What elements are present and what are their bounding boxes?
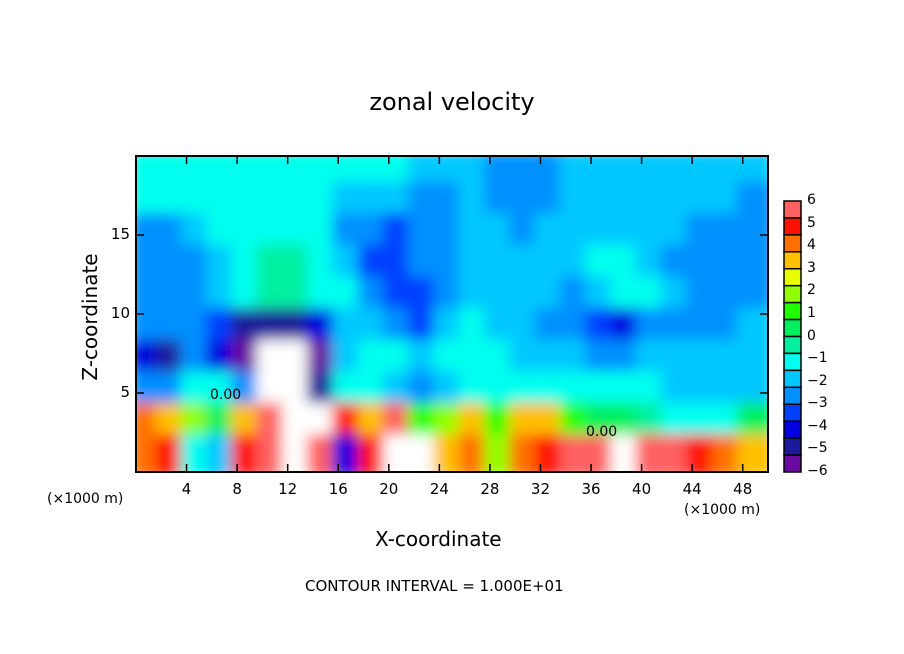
colorbar-swatch: [783, 318, 802, 338]
x-tick-label: 44: [682, 480, 702, 498]
x-tick-label: 12: [278, 480, 298, 498]
y-axis-label: Z-coordinate: [78, 253, 102, 381]
colorbar-swatch: [783, 420, 802, 439]
colorbar-swatch: [783, 335, 802, 355]
x-tick-label: 8: [232, 480, 242, 498]
chart-title: zonal velocity: [369, 88, 535, 116]
colorbar-label: 3: [807, 259, 816, 276]
colorbar-swatch: [783, 268, 802, 287]
colorbar-label: 0: [807, 327, 816, 344]
x-tick-label: 40: [632, 480, 652, 498]
colorbar-label: 4: [807, 237, 816, 254]
colorbar-label: 2: [807, 282, 816, 299]
x-tick-label: 32: [530, 480, 551, 498]
colorbar-label: −5: [807, 440, 828, 457]
colorbar-swatch: [783, 386, 802, 405]
x-tick-label: 16: [328, 480, 348, 498]
y-tick-label: 10: [110, 304, 130, 322]
colorbar-label: −1: [807, 350, 828, 367]
colorbar-label: −3: [807, 395, 828, 412]
x-tick-label: 28: [480, 480, 500, 498]
colorbar-swatch: [783, 234, 802, 253]
contour-label: 0.00: [586, 424, 618, 440]
x-unit-label-left: (×1000 m): [47, 491, 124, 507]
heatmap-cells: [136, 156, 768, 472]
x-unit-label-right: (×1000 m): [684, 502, 761, 518]
x-tick-label: 20: [379, 480, 399, 498]
contour-label: 0.00: [210, 387, 242, 403]
colorbar-swatch: [783, 454, 802, 473]
colorbar-label: −2: [807, 372, 828, 389]
colorbar-label: −6: [807, 463, 828, 479]
colorbar-swatch: [783, 437, 802, 456]
contour-interval-footer: CONTOUR INTERVAL = 1.000E+01: [305, 577, 564, 595]
x-tick-label: 48: [733, 480, 753, 498]
colorbar-swatch: [783, 217, 802, 236]
x-tick-label: 4: [181, 480, 192, 498]
y-tick-label: 15: [110, 225, 130, 243]
colorbar-label: 6: [807, 192, 816, 208]
x-tick-label: 24: [429, 480, 449, 498]
heatmap-cell: [736, 434, 768, 472]
colorbar-swatch: [783, 200, 802, 219]
y-tick-label: 5: [120, 383, 130, 401]
x-tick-label: 36: [581, 480, 601, 498]
x-axis-label: X-coordinate: [375, 527, 502, 551]
colorbar-swatch: [783, 251, 802, 270]
colorbar-swatch: [783, 301, 802, 321]
colorbar-swatch: [783, 403, 802, 422]
colorbar-label: 5: [807, 214, 816, 231]
colorbar-label: 1: [807, 304, 816, 321]
colorbar-swatch: [783, 369, 802, 389]
colorbar-swatch: [783, 284, 802, 304]
colorbar-label: −4: [807, 417, 828, 434]
colorbar-swatch: [783, 352, 802, 372]
